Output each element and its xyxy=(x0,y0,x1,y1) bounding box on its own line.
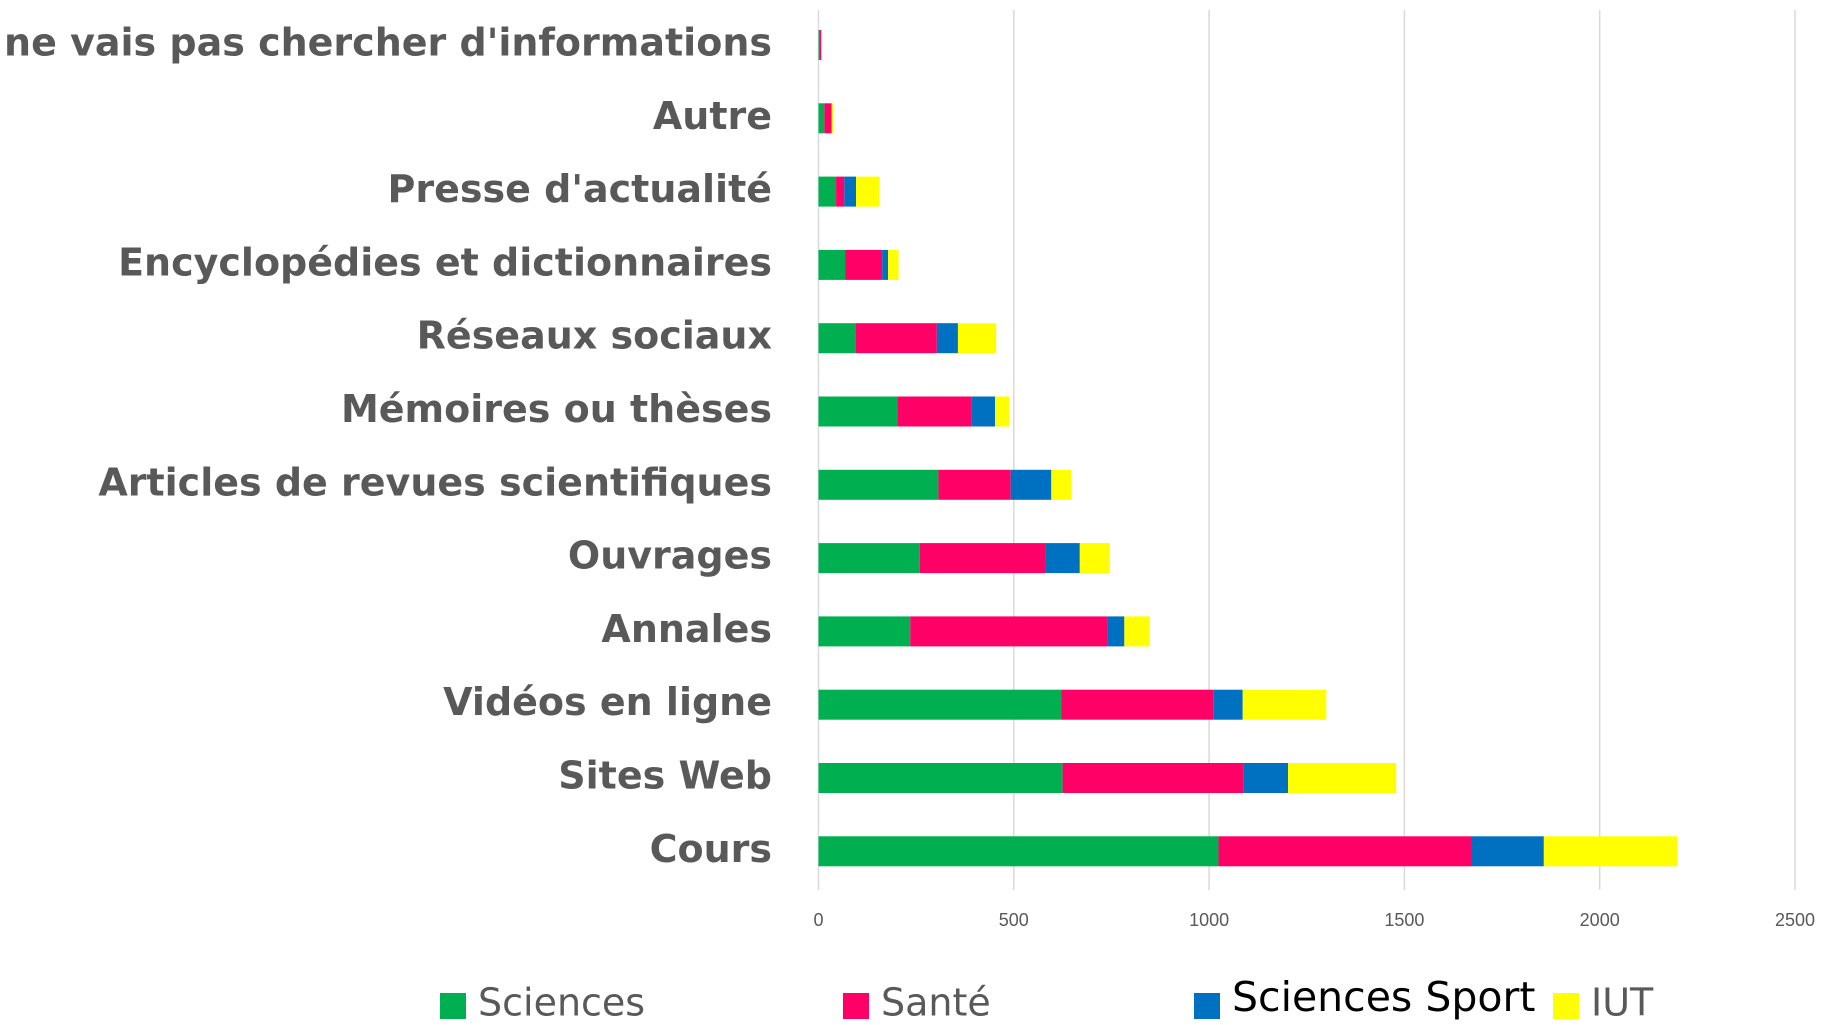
y-tick-label: Encyclopédies et dictionnaires xyxy=(118,240,772,284)
y-tick-label: Sites Web xyxy=(558,754,772,798)
bar-segment xyxy=(1543,836,1678,867)
bar-segment xyxy=(936,323,958,354)
y-tick-label: Presse d'actualité xyxy=(388,167,772,211)
bar-segment xyxy=(824,103,832,134)
bar-segment xyxy=(818,616,911,647)
y-tick-label: Mémoires ou thèses xyxy=(341,387,772,431)
y-tick-label: Vidéos en ligne xyxy=(443,680,772,724)
bar-segment xyxy=(910,616,1108,647)
bar-segment xyxy=(1107,616,1125,647)
y-tick-label: Réseaux sociaux xyxy=(417,314,772,358)
bar-segment xyxy=(882,249,889,280)
bar-segment xyxy=(844,176,856,207)
bar-segment xyxy=(845,249,883,280)
bar-segment xyxy=(971,396,996,427)
y-tick-label: Cours xyxy=(650,827,772,871)
bar-segment xyxy=(1218,836,1472,867)
bar-segment xyxy=(818,543,920,574)
bar-segment xyxy=(818,469,939,500)
bar-segment xyxy=(1288,763,1397,793)
x-tick-label: 2000 xyxy=(1580,910,1620,930)
bar-segment xyxy=(995,396,1010,427)
bar-segment xyxy=(836,176,845,207)
bar-segment xyxy=(818,396,898,427)
bar-segment xyxy=(818,323,856,354)
legend-label: Sciences Sport xyxy=(1232,973,1535,1021)
y-tick-label: Autre xyxy=(653,94,772,138)
legend-swatch xyxy=(1194,993,1220,1019)
bar-segment xyxy=(818,103,825,134)
x-tick-label: 500 xyxy=(999,910,1029,930)
y-tick-label: Annales xyxy=(601,607,772,651)
y-tick-label: Je ne vais pas chercher d'informations xyxy=(0,21,772,65)
bar-segment xyxy=(818,176,837,207)
y-tick-label: Articles de revues scientifiques xyxy=(98,460,772,504)
bar-segment xyxy=(818,689,1062,720)
bar-segment xyxy=(1471,836,1544,867)
legend-swatch xyxy=(1553,993,1579,1019)
bar-segment xyxy=(855,323,937,354)
legend-label: Sciences xyxy=(478,981,645,1025)
bar-segment xyxy=(888,249,899,280)
bar-segment xyxy=(1062,763,1244,793)
bar-segment xyxy=(1010,469,1052,500)
bar-segment xyxy=(1079,543,1110,574)
legend-label: Santé xyxy=(881,981,991,1025)
x-tick-label: 1000 xyxy=(1189,910,1229,930)
bar-segment xyxy=(919,543,1046,574)
bar-segment xyxy=(938,469,1011,500)
bar-segment xyxy=(1242,689,1327,720)
x-tick-label: 2500 xyxy=(1775,910,1815,930)
bar-segment xyxy=(819,30,822,60)
bar-segment xyxy=(855,176,880,207)
bar-segment xyxy=(1045,543,1080,574)
bar-segment xyxy=(818,30,820,60)
x-tick-label: 1500 xyxy=(1384,910,1424,930)
bar-segment xyxy=(1243,763,1289,793)
bar-segment xyxy=(818,836,1219,867)
legend-label: IUT xyxy=(1591,981,1654,1025)
bar-segment xyxy=(818,249,846,280)
bar-segment xyxy=(897,396,972,427)
x-tick-label: 0 xyxy=(813,910,823,930)
legend-swatch xyxy=(440,993,466,1019)
bar-segment xyxy=(1213,689,1243,720)
bar-segment xyxy=(831,103,833,134)
y-tick-label: Ouvrages xyxy=(568,534,772,578)
bar-segment xyxy=(957,323,997,354)
bar-segment xyxy=(1061,689,1214,720)
bar-segment xyxy=(1051,469,1072,500)
bar-segment xyxy=(818,763,1063,793)
legend-swatch xyxy=(843,993,869,1019)
bar-segment xyxy=(1124,616,1150,647)
